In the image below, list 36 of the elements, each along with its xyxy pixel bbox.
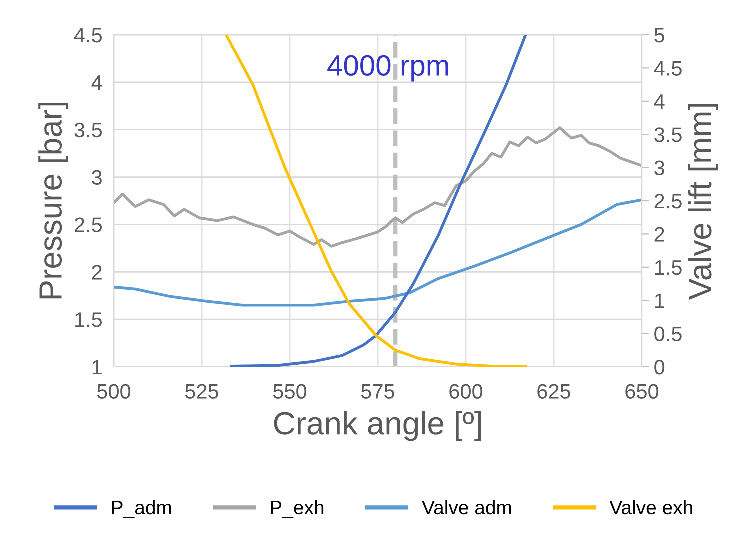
y2-tick-label: 4 (654, 94, 665, 109)
y2-tick-label: 0 (654, 360, 665, 375)
y2-tick-label: 1.5 (655, 260, 682, 276)
y2-tick-label: 3.5 (654, 128, 682, 142)
y-tick-label: 4.5 (74, 28, 102, 43)
y2-tick-label: 1 (655, 294, 664, 308)
y2-axis-title: Valve lift [mm] (688, 104, 718, 300)
legend-label: P_exh (271, 500, 324, 518)
y2-tick-label: 0.5 (654, 326, 682, 342)
y-tick-label: 1 (92, 360, 102, 375)
y2-tick-label: 4.5 (654, 61, 682, 76)
legend-label: Valve adm (422, 500, 512, 515)
y-tick-label: 3.5 (74, 122, 102, 138)
y-tick-label: 2.5 (74, 218, 102, 232)
x-tick-label: 625 (538, 384, 571, 399)
y-tick-label: 2 (92, 265, 102, 280)
y-tick-label: 4 (92, 76, 102, 90)
y2-tick-label: 2.5 (654, 194, 682, 209)
x-tick-label: 550 (273, 384, 307, 399)
line-series (114, 126, 642, 248)
y-axis-title: Pressure [bar] (38, 102, 68, 299)
legend-label: Valve exh (610, 500, 692, 515)
annotation: 4000 rpm (328, 55, 448, 82)
x-tick-label: 600 (450, 384, 483, 399)
line-series (114, 198, 642, 307)
y2-tick-label: 2 (654, 227, 664, 242)
x-tick-label: 500 (97, 384, 131, 399)
y-tick-label: 1.5 (76, 312, 102, 328)
x-tick-label: 575 (361, 384, 395, 399)
y-tick-label: 3 (92, 170, 102, 186)
y2-tick-label: 5 (654, 28, 665, 43)
x-tick-label: 525 (185, 384, 219, 399)
x-axis-title: Crank angle [º] (274, 411, 481, 442)
y2-tick-label: 3 (654, 160, 664, 176)
x-tick-label: 650 (626, 384, 659, 399)
legend-label: P_adm (112, 500, 172, 518)
